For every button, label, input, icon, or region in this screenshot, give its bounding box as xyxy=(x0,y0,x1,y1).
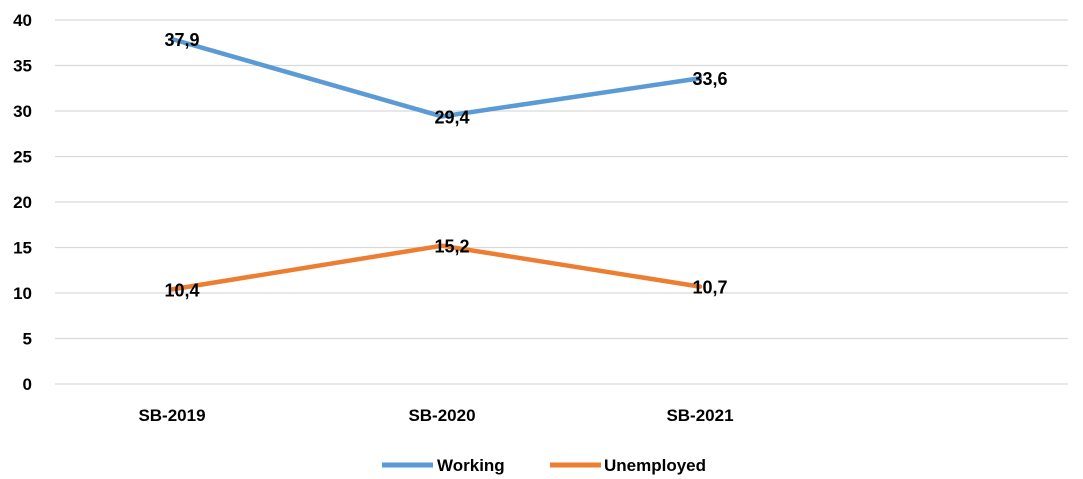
data-label: 37,9 xyxy=(164,30,199,50)
legend-label-working: Working xyxy=(437,456,505,475)
y-tick-label: 10 xyxy=(13,284,32,303)
y-tick-label: 30 xyxy=(13,102,32,121)
x-tick-label: SB-2021 xyxy=(666,406,733,425)
data-labels: 37,9 29,4 33,6 10,4 15,2 10,7 xyxy=(164,30,727,300)
series-line-working xyxy=(169,36,703,119)
y-tick-label: 40 xyxy=(13,11,32,30)
data-label: 15,2 xyxy=(434,237,469,257)
y-tick-label: 20 xyxy=(13,193,32,212)
series-line-unemployed xyxy=(169,243,703,292)
y-axis: 0 5 10 15 20 25 30 35 40 xyxy=(13,11,32,394)
y-tick-label: 0 xyxy=(23,375,32,394)
y-tick-label: 35 xyxy=(13,57,32,76)
x-axis: SB-2019 SB-2020 SB-2021 xyxy=(138,406,733,425)
legend: Working Unemployed xyxy=(382,456,706,475)
y-tick-label: 15 xyxy=(13,239,32,258)
data-label: 10,4 xyxy=(164,280,199,300)
gridlines xyxy=(55,19,1068,385)
series-group xyxy=(169,36,703,292)
x-tick-label: SB-2019 xyxy=(138,406,205,425)
data-label: 29,4 xyxy=(434,107,469,127)
data-label: 10,7 xyxy=(692,278,727,298)
legend-label-unemployed: Unemployed xyxy=(604,456,706,475)
y-tick-label: 25 xyxy=(13,148,32,167)
x-tick-label: SB-2020 xyxy=(408,406,475,425)
data-label: 33,6 xyxy=(692,69,727,89)
y-tick-label: 5 xyxy=(23,330,32,349)
